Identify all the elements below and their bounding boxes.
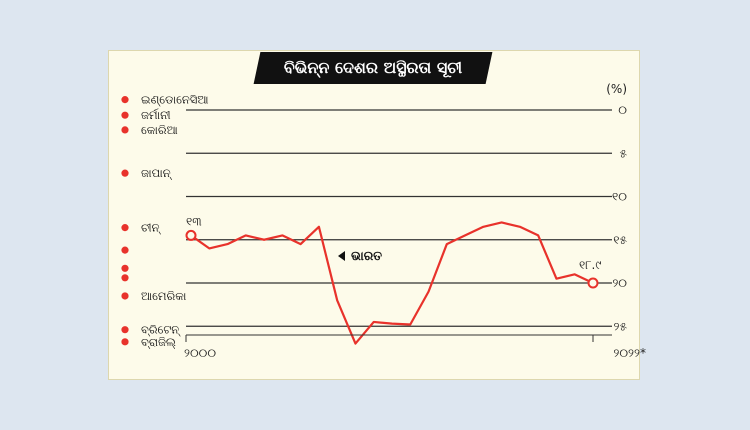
x-start-label: ୨୦୦୦ bbox=[184, 346, 216, 360]
series-arrow-icon bbox=[338, 251, 345, 261]
country-markers: ଇଣ୍ଡୋନେସିଆଜର୍ମାନୀକୋରିଆ ଜାପାନ୍ ଚୀନ୍ ଆମେରିକା ବ… bbox=[121, 93, 209, 349]
y-tick-label: ୧୦ bbox=[612, 190, 627, 204]
start-point bbox=[185, 229, 197, 241]
country-label: ଆମେରିକା bbox=[141, 289, 187, 303]
country-label: ଇଣ୍ଡୋନେସିଆ bbox=[141, 93, 209, 107]
y-tick-label: ୦ bbox=[618, 103, 627, 117]
y-tick-label: ୨୫ bbox=[614, 319, 628, 333]
country-label: ଜାପାନ୍ bbox=[141, 166, 172, 180]
country-dot bbox=[121, 169, 129, 177]
country-dot bbox=[121, 96, 129, 104]
country-dot bbox=[121, 274, 129, 282]
country-label: ଚୀନ୍ bbox=[141, 221, 161, 235]
country-dot bbox=[121, 246, 129, 254]
y-tick-label: ୧୫ bbox=[613, 233, 627, 247]
country-label: କୋରିଆ bbox=[141, 123, 179, 137]
country-dot bbox=[121, 338, 129, 346]
country-dot bbox=[121, 224, 129, 232]
x-end-label: ୨୦୨୨* bbox=[613, 346, 646, 360]
end-value-label: ୧୮.୯ bbox=[579, 258, 601, 272]
y-tick-label: ୫ bbox=[620, 146, 628, 160]
grid-lines bbox=[186, 109, 612, 327]
country-label: ବ୍ରିଟେନ୍ bbox=[141, 323, 181, 337]
x-axis: ୨୦୦୦ ୨୦୨୨* bbox=[184, 334, 646, 360]
country-dot bbox=[121, 126, 129, 134]
country-dot bbox=[121, 111, 129, 119]
y-tick-labels: ୦ ୫ ୧୦ ୧୫ ୨୦ ୨୫ (%) bbox=[606, 82, 627, 333]
country-dot bbox=[121, 264, 129, 272]
chart-panel bbox=[108, 50, 640, 380]
series-layer: ୧୩ ୧୮.୯ ଭାରତ bbox=[185, 214, 601, 345]
country-dot bbox=[121, 292, 129, 300]
start-value-label: ୧୩ bbox=[186, 214, 202, 228]
country-label: ବ୍ରାଜିଲ୍ bbox=[141, 335, 177, 349]
unit-label: (%) bbox=[606, 82, 627, 96]
series-name-label: ଭାରତ bbox=[351, 248, 383, 263]
end-point bbox=[587, 277, 599, 289]
y-tick-label: ୨୦ bbox=[612, 276, 627, 290]
chart-title: ବିଭିନ୍ନ ଦେଶର ଅସ୍ଥିରତା ସୂଚୀ bbox=[283, 58, 463, 77]
country-label: ଜର୍ମାନୀ bbox=[141, 108, 171, 122]
country-dot bbox=[121, 326, 129, 334]
